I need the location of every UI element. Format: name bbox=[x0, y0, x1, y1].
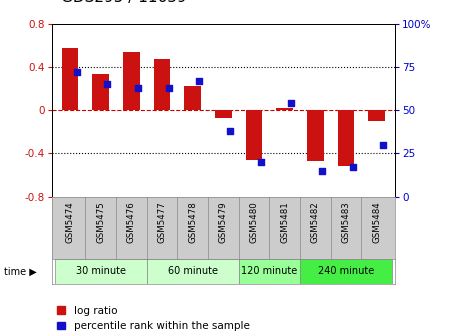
Bar bbox=[62, 48, 79, 110]
Text: 120 minute: 120 minute bbox=[241, 266, 298, 276]
Text: GSM5479: GSM5479 bbox=[219, 202, 228, 243]
Text: 240 minute: 240 minute bbox=[318, 266, 374, 276]
Text: GSM5482: GSM5482 bbox=[311, 202, 320, 243]
Bar bbox=[307, 110, 324, 161]
Text: 60 minute: 60 minute bbox=[168, 266, 218, 276]
Point bbox=[135, 85, 142, 90]
Bar bbox=[276, 108, 293, 110]
Bar bbox=[147, 259, 239, 284]
Point bbox=[257, 159, 264, 165]
Bar bbox=[246, 110, 263, 160]
Text: GSM5484: GSM5484 bbox=[372, 202, 381, 243]
Point bbox=[196, 78, 203, 83]
Text: GSM5478: GSM5478 bbox=[188, 202, 197, 243]
Point bbox=[104, 81, 111, 87]
Bar bbox=[215, 110, 232, 118]
Text: 30 minute: 30 minute bbox=[76, 266, 126, 276]
Bar bbox=[338, 110, 354, 166]
Text: GSM5483: GSM5483 bbox=[342, 202, 351, 243]
Legend: log ratio, percentile rank within the sample: log ratio, percentile rank within the sa… bbox=[57, 305, 249, 331]
Point bbox=[227, 128, 234, 133]
Bar bbox=[123, 52, 140, 110]
Point bbox=[349, 164, 357, 170]
Point bbox=[288, 100, 295, 106]
Text: GSM5474: GSM5474 bbox=[66, 202, 75, 243]
Point bbox=[380, 142, 387, 148]
Text: GSM5480: GSM5480 bbox=[250, 202, 259, 243]
Bar bbox=[92, 74, 109, 110]
Bar bbox=[154, 59, 171, 110]
Text: GSM5477: GSM5477 bbox=[158, 202, 167, 243]
Text: time ▶: time ▶ bbox=[4, 266, 37, 276]
Bar bbox=[184, 86, 201, 110]
Bar bbox=[239, 259, 300, 284]
Text: GSM5476: GSM5476 bbox=[127, 202, 136, 243]
Text: GSM5481: GSM5481 bbox=[280, 202, 289, 243]
Bar bbox=[368, 110, 385, 121]
Point bbox=[165, 85, 172, 90]
Point bbox=[73, 69, 80, 75]
Bar bbox=[55, 259, 147, 284]
Bar bbox=[300, 259, 392, 284]
Point bbox=[318, 168, 326, 173]
Text: GSM5475: GSM5475 bbox=[96, 202, 105, 243]
Text: GDS295 / 11639: GDS295 / 11639 bbox=[61, 0, 186, 5]
